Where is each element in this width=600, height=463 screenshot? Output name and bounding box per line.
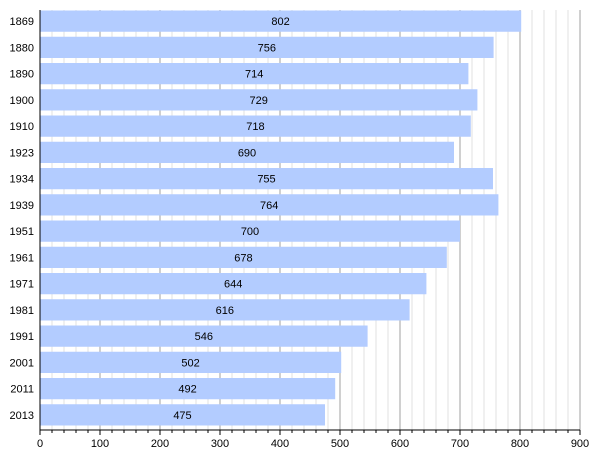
- data-label: 502: [181, 357, 199, 369]
- axes: 1869 1880 1890 1900 1910 1923 1934 1939 1951 1961…: [10, 10, 589, 450]
- y-tick-label: 1934: [10, 174, 34, 186]
- y-tick-label: 1991: [10, 331, 34, 343]
- x-tick-label: 300: [211, 438, 229, 450]
- y-tick-label: 1910: [10, 121, 34, 133]
- data-label: 475: [173, 410, 191, 422]
- bar-2011: [40, 378, 336, 400]
- y-tick-label: 1880: [10, 42, 34, 54]
- y-tick-label: 1971: [10, 279, 34, 291]
- bar-1971: [40, 273, 427, 295]
- data-label: 718: [246, 121, 264, 133]
- data-label: 764: [260, 200, 278, 212]
- bar-1951: [40, 220, 460, 242]
- x-tick-label: 800: [511, 438, 529, 450]
- data-label: 756: [258, 42, 276, 54]
- data-label: 492: [178, 384, 196, 396]
- y-tick-label: 1951: [10, 226, 34, 238]
- y-tick-label: 2001: [10, 357, 34, 369]
- bar-1923: [40, 141, 454, 163]
- y-tick-label: 1961: [10, 252, 34, 264]
- x-tick-label: 0: [37, 438, 43, 450]
- y-tick-label: 1981: [10, 305, 34, 317]
- bar-1900: [40, 89, 478, 111]
- y-tick-label: 1869: [10, 16, 34, 28]
- x-tick-label: 500: [331, 438, 349, 450]
- bar-2001: [40, 351, 342, 373]
- data-label: 729: [250, 95, 268, 107]
- y-tick-label: 1939: [10, 200, 34, 212]
- y-tick-label: 2013: [10, 410, 34, 422]
- bar-1869: [40, 10, 522, 32]
- bar-1890: [40, 63, 469, 85]
- data-label: 678: [234, 252, 252, 264]
- y-tick-label: 1900: [10, 95, 34, 107]
- data-label: 755: [257, 174, 275, 186]
- data-label: 616: [216, 305, 234, 317]
- data-label: 644: [224, 279, 242, 291]
- x-tick-label: 100: [91, 438, 109, 450]
- data-label: 690: [238, 147, 256, 159]
- data-label: 714: [245, 69, 263, 81]
- y-tick-label: 1923: [10, 147, 34, 159]
- x-tick-label: 600: [391, 438, 409, 450]
- bar-1981: [40, 299, 410, 321]
- bar-1961: [40, 246, 447, 268]
- bar-1934: [40, 168, 493, 190]
- x-tick-label: 900: [571, 438, 589, 450]
- data-label: 546: [195, 331, 213, 343]
- bar-1910: [40, 115, 471, 137]
- bar-1991: [40, 325, 368, 347]
- y-tick-label: 1890: [10, 69, 34, 81]
- bars: 802 756 714 729 718 690 755 764 700 678 644 616 546 5…: [40, 10, 522, 426]
- x-tick-label: 700: [451, 438, 469, 450]
- bar-1939: [40, 194, 499, 216]
- y-tick-label: 2011: [10, 384, 34, 396]
- data-label: 700: [241, 226, 259, 238]
- x-tick-label: 400: [271, 438, 289, 450]
- x-tick-label: 200: [151, 438, 169, 450]
- bar-1880: [40, 36, 494, 58]
- bar-2013: [40, 404, 325, 426]
- data-label: 802: [271, 16, 289, 28]
